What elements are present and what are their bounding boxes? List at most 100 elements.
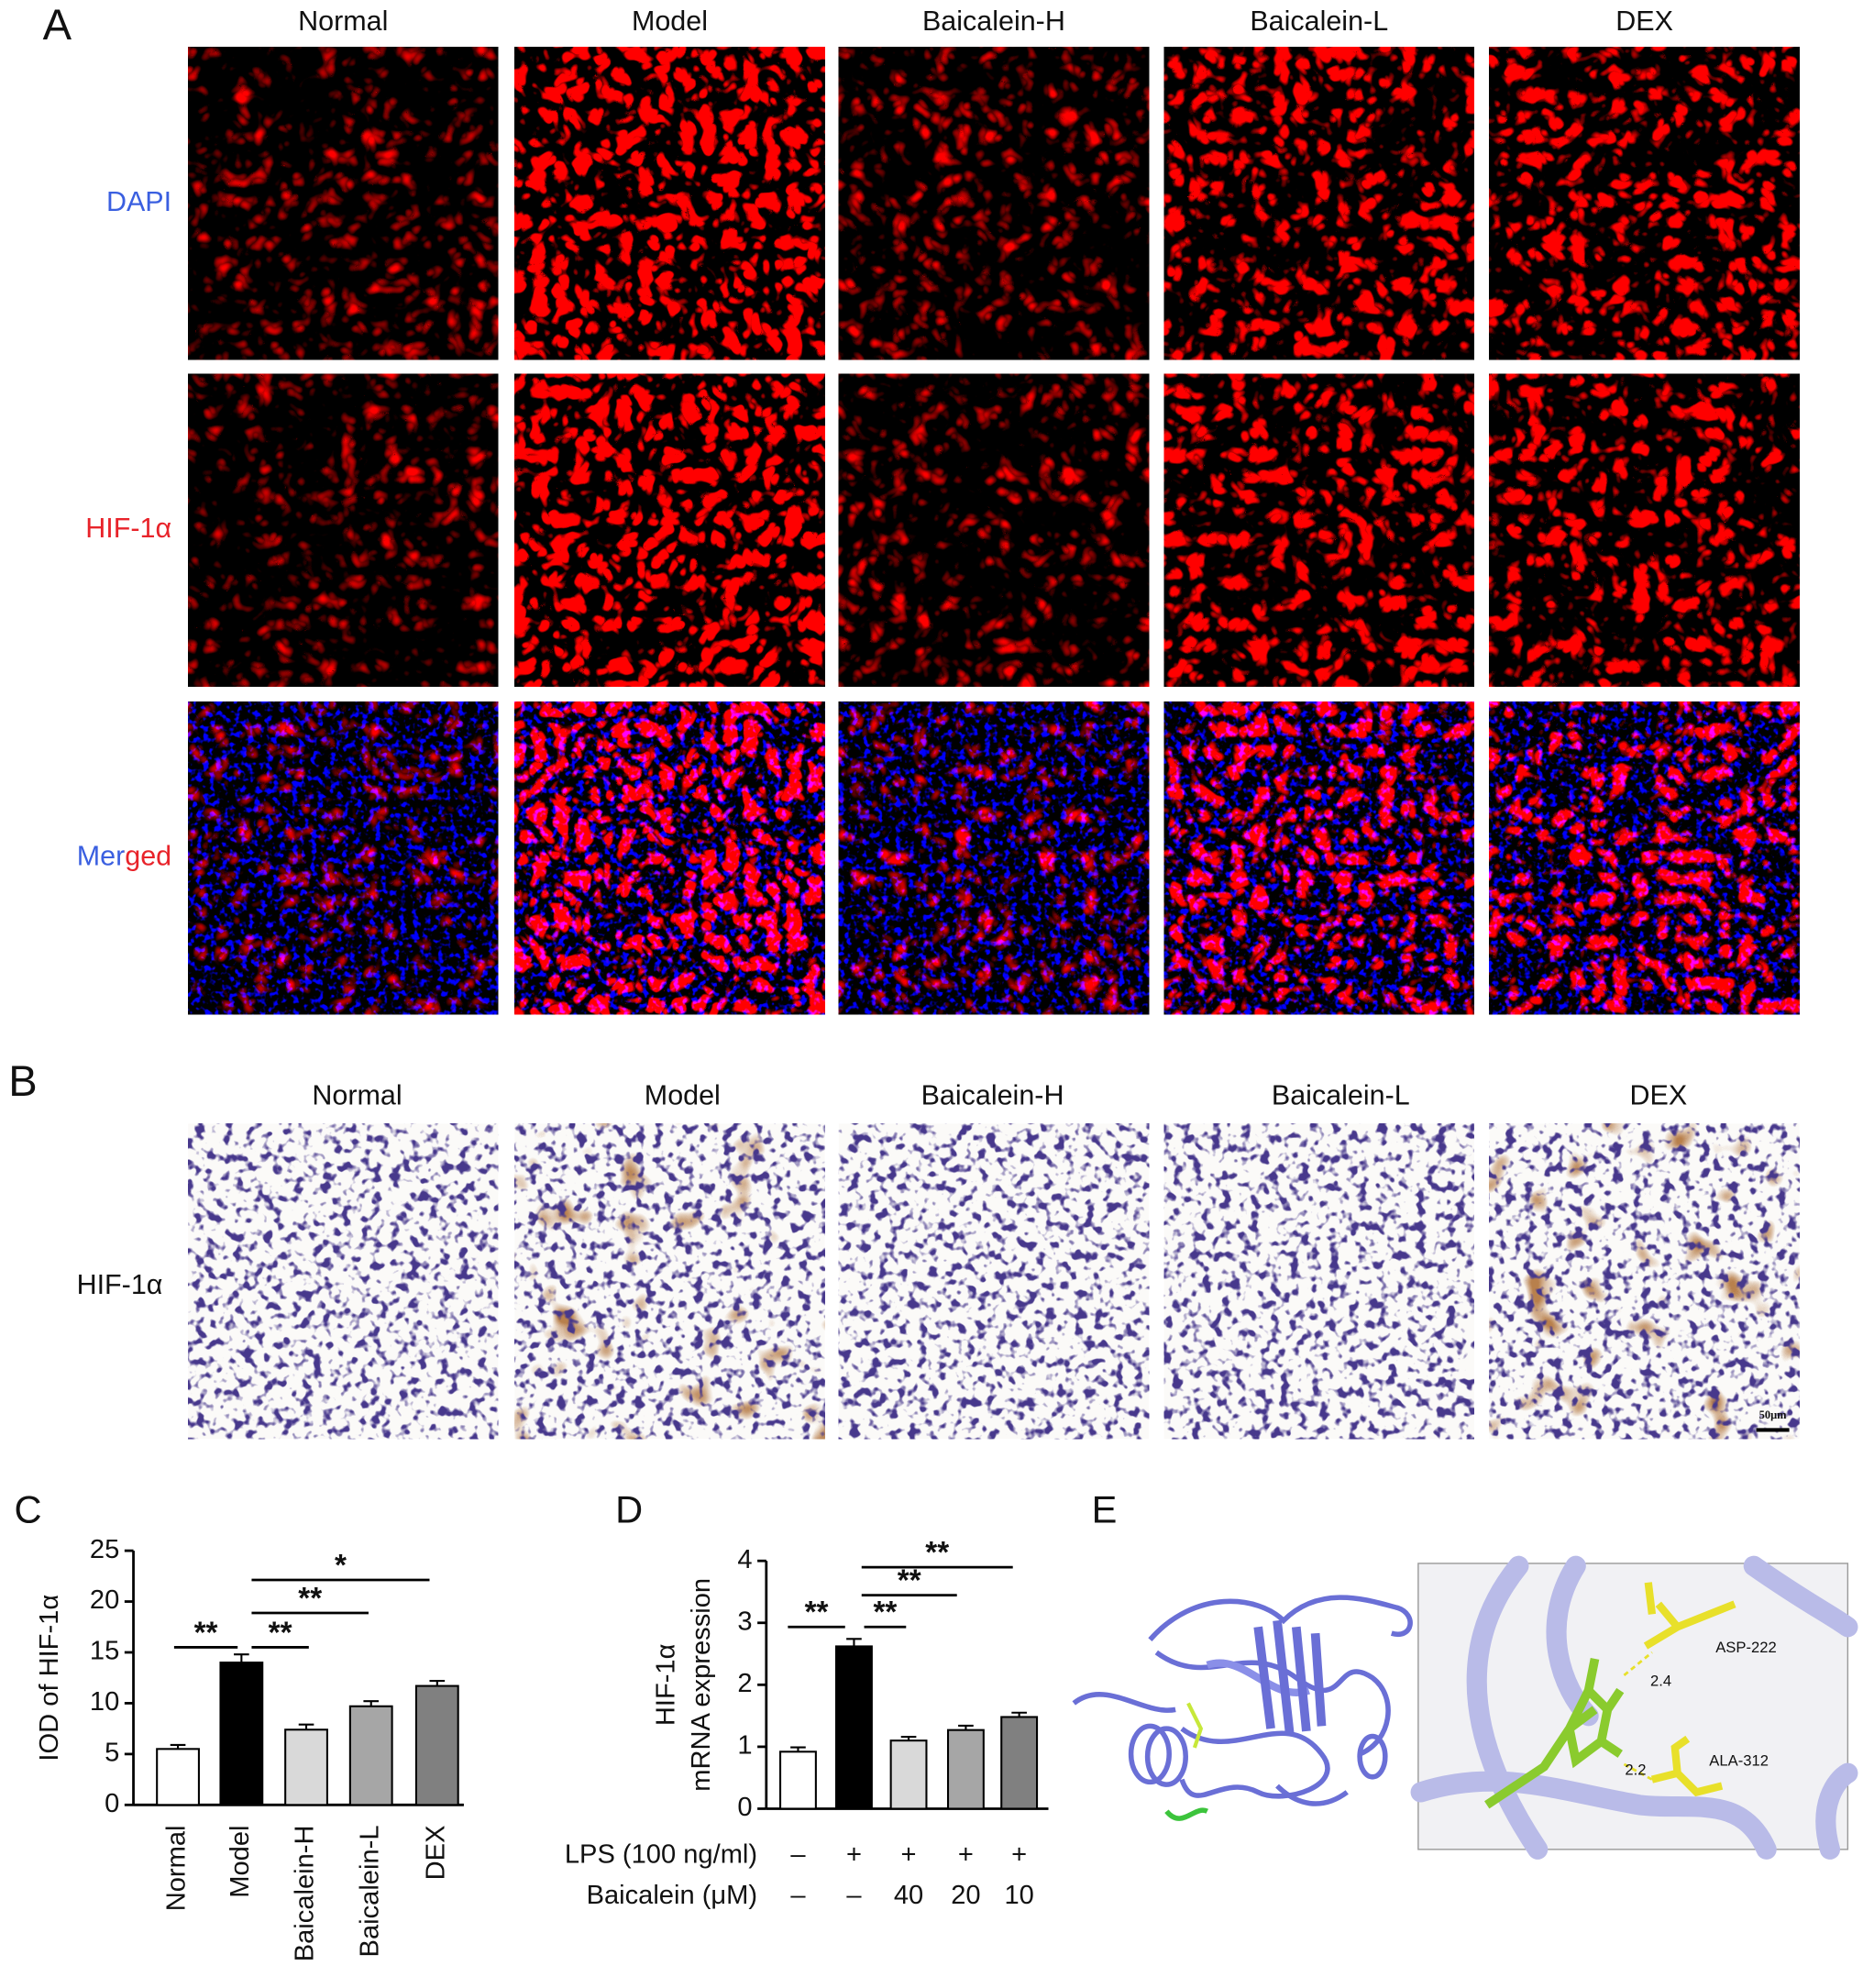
y-tick-label: 2 (737, 1669, 752, 1698)
condition-value: – (846, 1881, 862, 1910)
fluorescence-image (188, 701, 499, 1015)
fluorescence-image (188, 373, 499, 687)
column-header: Model (645, 1079, 721, 1110)
column-header: DEX (1615, 6, 1673, 37)
column-header: Baicalein-L (1250, 6, 1388, 37)
fluorescence-image (1163, 701, 1474, 1015)
significance-label: ** (898, 1564, 921, 1598)
condition-value: – (790, 1839, 806, 1869)
y-tick-label: 4 (737, 1545, 752, 1574)
y-tick-label: 5 (105, 1739, 119, 1768)
row-label: HIF-1α (77, 1269, 163, 1300)
docking-inset (1410, 1555, 1858, 1860)
bar (835, 1645, 873, 1810)
y-tick-label: 1 (737, 1731, 752, 1761)
y-tick-label: 0 (737, 1793, 752, 1822)
error-bar (298, 1723, 314, 1730)
column-header: Normal (312, 1079, 402, 1110)
x-tick-label: Normal (162, 1825, 192, 1911)
ihc-image (1489, 1123, 1800, 1440)
fluorescence-image (838, 47, 1150, 360)
significance-label: * (335, 1549, 347, 1583)
fluorescence-image (1489, 47, 1800, 360)
condition-value: 20 (951, 1881, 980, 1910)
fluorescence-image (838, 373, 1150, 687)
y-tick-label: 20 (90, 1585, 119, 1615)
condition-name: Baicalein (μM) (587, 1881, 758, 1910)
column-header: DEX (1629, 1079, 1687, 1110)
fluorescence-image (1489, 701, 1800, 1015)
x-tick-label: Baicalein-H (291, 1825, 320, 1961)
error-bar (1011, 1711, 1027, 1717)
bar (779, 1751, 817, 1810)
y-tick-label: 10 (90, 1687, 119, 1717)
bar (946, 1728, 985, 1810)
panel-label: B (8, 1056, 37, 1105)
significance-label: ** (194, 1616, 218, 1650)
fluorescence-image (514, 47, 825, 360)
residue-label: ASP-222 (1715, 1639, 1777, 1656)
panel-label: A (43, 0, 72, 49)
y-tick-label: 3 (737, 1607, 752, 1636)
condition-value: 10 (1004, 1881, 1033, 1910)
scale-bar-label: 50μm (1759, 1408, 1788, 1421)
protein-structure (1072, 1595, 1413, 1821)
fluorescence-image (514, 373, 825, 687)
panel-label: E (1092, 1488, 1118, 1531)
residue-label: ALA-312 (1709, 1752, 1769, 1770)
fluorescence-image (1489, 373, 1800, 687)
fluorescence-image (514, 701, 825, 1015)
y-axis-label: mRNA expression (687, 1578, 716, 1792)
distance-label: 2.4 (1650, 1672, 1671, 1689)
panel-label: D (615, 1488, 643, 1531)
fluorescence-image (838, 701, 1150, 1015)
column-header: Model (632, 6, 708, 37)
condition-value: 40 (894, 1881, 923, 1910)
column-header: Normal (298, 6, 388, 37)
panel-label: C (14, 1488, 41, 1531)
x-tick-label: Baicalein-L (355, 1825, 384, 1957)
significance-label: ** (269, 1616, 292, 1650)
column-header: Baicalein-H (921, 1079, 1064, 1110)
x-tick-label: DEX (422, 1825, 451, 1880)
condition-value: + (901, 1839, 917, 1869)
error-bar (900, 1736, 917, 1741)
column-header: Baicalein-H (922, 6, 1065, 37)
distance-label: 2.2 (1625, 1761, 1646, 1778)
row-label: DAPI (106, 186, 171, 217)
significance-label: ** (298, 1582, 322, 1616)
ihc-image (1163, 1123, 1474, 1440)
column-header: Baicalein-L (1272, 1079, 1410, 1110)
bar (414, 1684, 459, 1806)
error-bar (790, 1746, 806, 1752)
bar (348, 1705, 393, 1806)
error-bar (363, 1700, 380, 1706)
condition-name: LPS (100 ng/ml) (565, 1839, 757, 1869)
condition-value: – (790, 1881, 806, 1910)
error-bar (846, 1638, 862, 1647)
condition-value: + (1011, 1839, 1027, 1869)
error-bar (234, 1653, 249, 1663)
error-bar (958, 1724, 974, 1730)
y-tick-label: 0 (105, 1789, 119, 1818)
y-tick-label: 25 (90, 1535, 119, 1564)
y-axis-label: IOD of HIF-1α (35, 1595, 64, 1762)
bar (284, 1728, 328, 1806)
ihc-image (514, 1123, 825, 1440)
significance-label: ** (805, 1596, 829, 1629)
row-label: HIF-1α (85, 513, 171, 544)
fluorescence-image (1163, 47, 1474, 360)
y-axis-label: HIF-1α (651, 1644, 680, 1727)
y-tick-label: 15 (90, 1637, 119, 1666)
ihc-image (188, 1123, 499, 1440)
error-bar (429, 1680, 446, 1686)
condition-value: + (846, 1839, 862, 1869)
bar (219, 1662, 264, 1806)
bar (889, 1740, 928, 1810)
row-label: Merged (77, 841, 171, 872)
fluorescence-image (188, 47, 499, 360)
bar (1000, 1716, 1039, 1810)
x-tick-label: Model (226, 1825, 255, 1897)
fluorescence-image (1163, 373, 1474, 687)
